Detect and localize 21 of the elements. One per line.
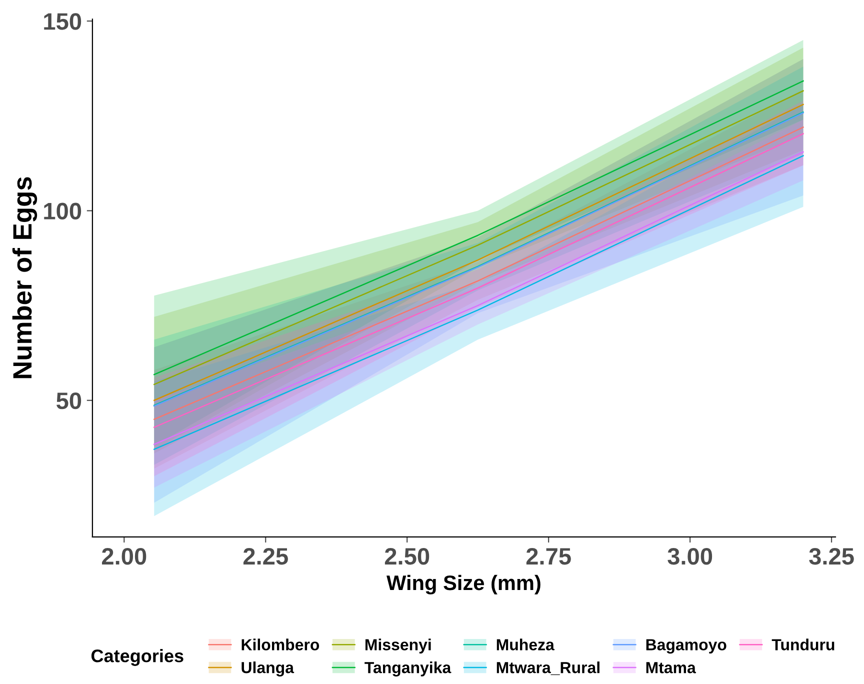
legend-label: Tanganyika [364, 662, 452, 676]
y-tick-label: 150 [44, 13, 82, 30]
x-tick-label: 3.00 [668, 548, 712, 565]
x-axis-title: Wing Size (mm) [386, 574, 540, 594]
legend-label: Bagamoyo [646, 639, 726, 654]
y-axis-title: Number of Eggs [12, 177, 38, 378]
x-tick-label: 2.50 [384, 548, 430, 565]
legend-label: Tunduru [772, 638, 834, 650]
y-tick-label: 100 [44, 202, 82, 220]
x-tick-label: 2.75 [526, 548, 571, 565]
legend-label: Muheza [496, 638, 555, 650]
x-tick-label: 2.25 [243, 548, 288, 565]
legend-title: Categories [91, 649, 184, 666]
x-tick-label: 2.00 [102, 548, 146, 565]
y-tick-label: 50 [56, 392, 82, 410]
legend-label: Missenyi [365, 638, 431, 654]
legend-label: Ulanga [242, 662, 294, 676]
x-tick-label: 3.25 [809, 548, 854, 565]
legend-label: Kilombero [242, 638, 320, 650]
legend-label: Mtama [646, 662, 696, 674]
legend-label: Mtwara_Rural [496, 662, 600, 676]
